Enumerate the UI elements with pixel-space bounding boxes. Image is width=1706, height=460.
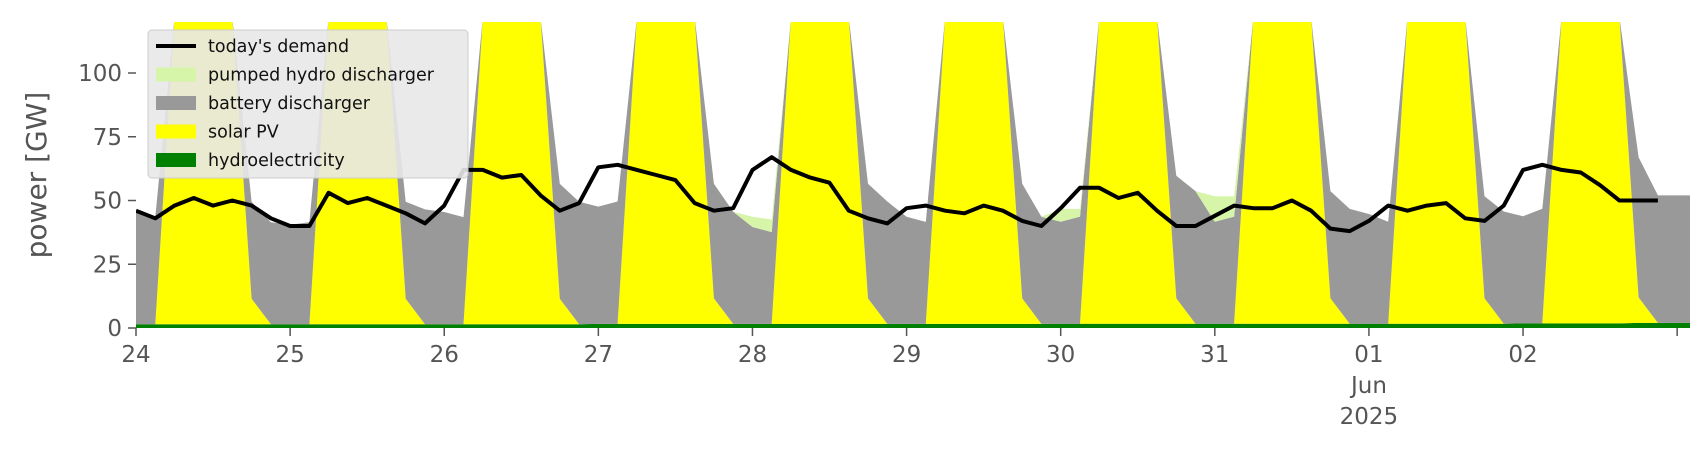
- y-axis-label: power [GW]: [20, 92, 53, 259]
- x-tick-label: 29: [892, 342, 921, 368]
- area-solar-pv: [136, 22, 1690, 325]
- x-tick-year-label: 2025: [1340, 404, 1399, 430]
- y-tick-label: 0: [107, 316, 122, 342]
- line-today-s-demand: [136, 155, 1658, 234]
- legend-swatch-pumped-hydro-discharger: [156, 67, 196, 82]
- legend-label-battery-discharger: battery discharger: [208, 94, 371, 114]
- legend-label-pumped-hydro-discharger: pumped hydro discharger: [208, 66, 435, 86]
- axes-layer: 0 25 50 75 100 power [GW] 24 25 26 27 28 29 30 31 01 Ju…: [20, 61, 1678, 430]
- y-tick-label: 25: [93, 252, 122, 278]
- x-tick-label: 01: [1354, 342, 1383, 368]
- legend-swatch-hydroelectricity: [156, 153, 196, 167]
- x-tick-label: 26: [430, 342, 459, 368]
- x-tick-label: 28: [738, 342, 767, 368]
- legend-swatch-battery-discharger: [156, 96, 196, 110]
- legend-label-solar-pv: solar PV: [208, 123, 279, 143]
- x-tick-label: 30: [1046, 342, 1075, 368]
- legend-box: [147, 29, 469, 179]
- series-layer: [136, 22, 1690, 328]
- area-hydroelectricity: [136, 322, 1690, 328]
- area-battery-discharger: [136, 22, 1690, 325]
- legend-label-today-s-demand: today's demand: [208, 37, 349, 57]
- x-tick-label: 31: [1200, 342, 1229, 368]
- x-tick-label: 02: [1508, 342, 1537, 368]
- y-tick-label: 100: [78, 61, 122, 87]
- x-tick-label: 27: [584, 342, 613, 368]
- legend-label-hydroelectricity: hydroelectricity: [208, 151, 345, 171]
- y-tick-label: 75: [93, 125, 122, 151]
- legend: today's demand pumped hydro discharger bat…: [147, 29, 469, 179]
- x-tick-label: 24: [121, 342, 150, 368]
- y-tick-label: 50: [93, 189, 122, 215]
- legend-swatch-solar-pv: [156, 124, 196, 139]
- x-tick-label: 25: [275, 342, 304, 368]
- x-tick-month-label: Jun: [1349, 373, 1387, 399]
